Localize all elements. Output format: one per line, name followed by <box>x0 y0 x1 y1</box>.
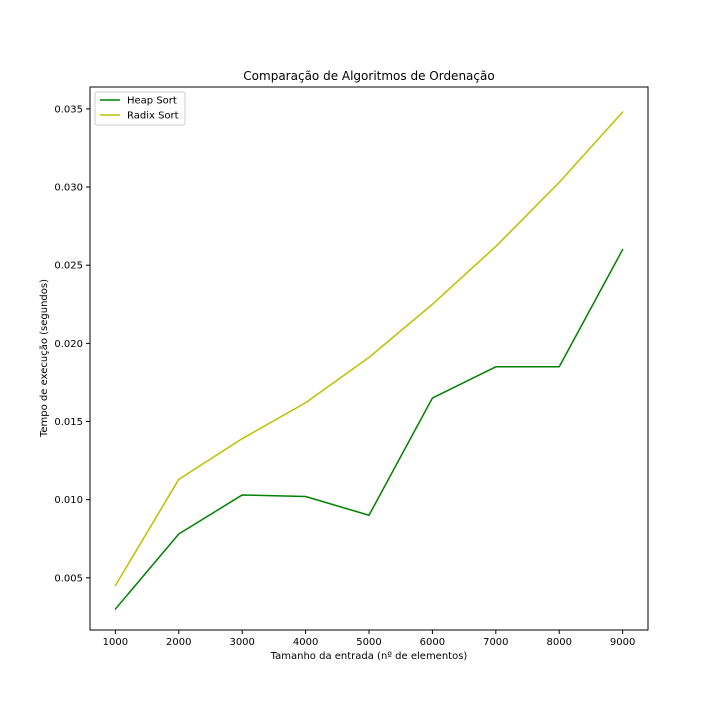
series-line-heap-sort <box>114 248 624 610</box>
chart-title: Comparação de Algoritmos de Ordenação <box>243 69 494 83</box>
x-axis-label: Tamanho da entrada (nº de elementos) <box>270 651 468 662</box>
y-tick-label: 0.020 <box>54 339 83 350</box>
legend: Heap Sort Radix Sort <box>94 91 186 126</box>
y-tick-label: 0.025 <box>54 261 83 272</box>
legend-label-radix-sort: Radix Sort <box>127 111 179 122</box>
y-tick-label: 0.035 <box>54 104 83 115</box>
y-tick-label: 0.030 <box>54 183 83 194</box>
x-tick-label: 7000 <box>483 637 508 648</box>
y-tick-label: 0.015 <box>54 417 83 428</box>
x-tick-label: 4000 <box>293 637 318 648</box>
legend-label-heap-sort: Heap Sort <box>127 96 177 107</box>
series-line-radix-sort <box>114 111 624 587</box>
series-layer <box>114 111 624 610</box>
x-tick-label: 5000 <box>356 637 381 648</box>
x-axis: 1000 2000 3000 4000 5000 6000 7000 8000 9000 <box>103 630 635 648</box>
y-axis: 0.005 0.010 0.015 0.020 0.025 0.030 0.035 <box>54 104 90 584</box>
y-tick-label: 0.005 <box>54 573 83 584</box>
x-tick-label: 1000 <box>103 637 128 648</box>
x-tick-label: 6000 <box>420 637 445 648</box>
x-tick-label: 3000 <box>229 637 254 648</box>
x-tick-label: 8000 <box>547 637 572 648</box>
x-tick-label: 9000 <box>610 637 635 648</box>
y-tick-label: 0.010 <box>54 495 83 506</box>
x-tick-label: 2000 <box>166 637 191 648</box>
y-axis-label: Tempo de execução (segundos) <box>39 279 50 438</box>
